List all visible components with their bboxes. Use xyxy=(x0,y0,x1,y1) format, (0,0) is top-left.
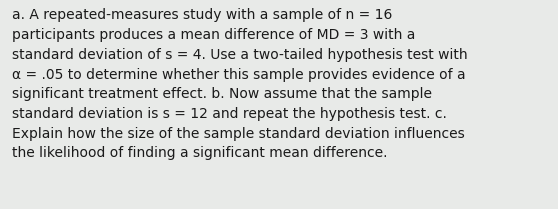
Text: a. A repeated-measures study with a sample of n = 16
participants produces a mea: a. A repeated-measures study with a samp… xyxy=(12,8,468,160)
